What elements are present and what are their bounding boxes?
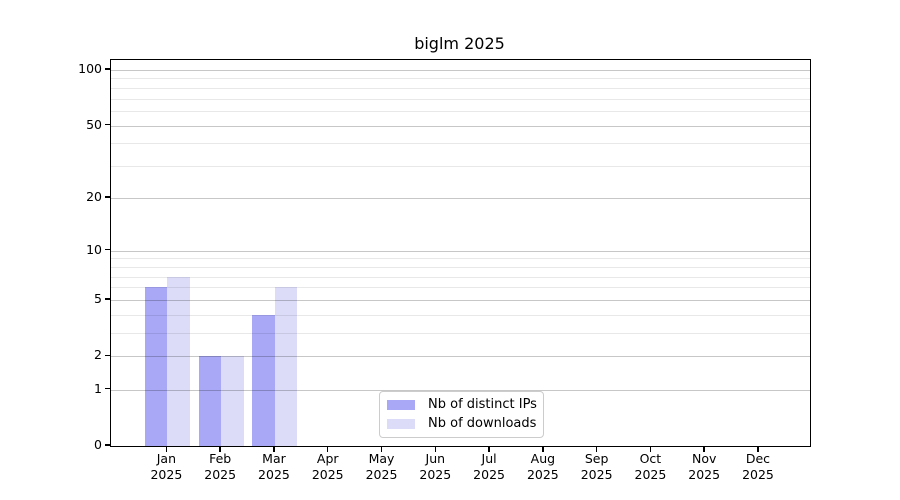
y-tick-label-50: 50 xyxy=(86,116,102,132)
gridline-minor-30 xyxy=(111,166,810,168)
x-tick-month: Aug xyxy=(530,451,556,466)
x-tick-year: 2025 xyxy=(258,467,290,482)
x-tick-year: 2025 xyxy=(311,467,344,482)
x-tick-month: Jul xyxy=(481,451,497,466)
x-tick-label-jan: Jan 2025 xyxy=(138,451,194,483)
chart-title: biglm 2025 xyxy=(414,34,505,53)
x-tick-month: Jan xyxy=(156,451,177,466)
x-tick-label-oct: Oct 2025 xyxy=(622,451,678,483)
gridline-minor-40 xyxy=(111,143,810,145)
x-tick-year: 2025 xyxy=(580,467,613,482)
x-tick-mark-oct xyxy=(649,446,652,452)
x-tick-label-mar: Mar 2025 xyxy=(246,451,302,483)
x-tick-mark-jul xyxy=(488,446,490,452)
plot-area xyxy=(110,59,811,447)
y-tick-mark-10 xyxy=(104,248,110,251)
y-tick-mark-2 xyxy=(104,354,110,357)
x-tick-mark-aug xyxy=(542,446,544,452)
x-tick-month: Apr xyxy=(316,451,339,466)
y-tick-label-5: 5 xyxy=(94,290,102,306)
legend-label-distinct-ips: Nb of distinct IPs xyxy=(428,397,537,412)
x-tick-label-feb: Feb 2025 xyxy=(192,451,248,483)
gridline-minor-8 xyxy=(111,266,810,268)
legend-item-distinct-ips: Nb of distinct IPs xyxy=(387,397,543,413)
gridline-major-50 xyxy=(111,125,810,127)
legend: Nb of distinct IPs Nb of downloads xyxy=(379,391,544,438)
x-tick-label-nov: Nov 2025 xyxy=(676,451,732,483)
x-tick-mark-apr xyxy=(326,446,329,452)
x-tick-mark-dec xyxy=(757,446,759,452)
bar-ips-mar xyxy=(252,314,275,446)
x-tick-month: Mar xyxy=(262,451,286,466)
x-tick-year: 2025 xyxy=(634,467,667,482)
x-tick-mark-feb xyxy=(219,446,221,452)
gridline-major-10 xyxy=(111,250,810,252)
legend-item-downloads: Nb of downloads xyxy=(387,416,543,432)
x-tick-year: 2025 xyxy=(742,467,774,482)
gridline-minor-9 xyxy=(111,258,810,260)
bar-downloads-jan xyxy=(167,276,190,446)
legend-swatch-downloads xyxy=(387,419,415,429)
gridline-major-20 xyxy=(111,197,810,199)
y-tick-label-10: 10 xyxy=(86,241,102,257)
y-tick-mark-1 xyxy=(104,387,110,390)
x-tick-label-sep: Sep 2025 xyxy=(569,451,625,483)
x-tick-label-dec: Dec 2025 xyxy=(730,451,786,483)
gridline-minor-7 xyxy=(111,276,810,278)
y-tick-label-20: 20 xyxy=(86,188,102,204)
x-tick-year: 2025 xyxy=(365,467,398,482)
x-tick-label-jul: Jul 2025 xyxy=(461,451,517,483)
x-tick-year: 2025 xyxy=(526,467,559,482)
x-tick-year: 2025 xyxy=(419,467,452,482)
x-tick-mark-sep xyxy=(595,446,598,452)
gridline-minor-70 xyxy=(111,98,810,100)
y-tick-label-100: 100 xyxy=(78,60,102,76)
bar-downloads-feb xyxy=(221,356,244,446)
x-tick-year: 2025 xyxy=(688,467,721,482)
x-tick-mark-jun xyxy=(434,446,437,452)
gridline-minor-80 xyxy=(111,87,810,89)
x-tick-mark-nov xyxy=(703,446,705,452)
y-tick-mark-5 xyxy=(104,298,110,300)
x-tick-label-aug: Aug 2025 xyxy=(515,451,571,483)
legend-label-downloads: Nb of downloads xyxy=(428,416,537,431)
x-tick-month: Oct xyxy=(639,451,662,466)
x-tick-year: 2025 xyxy=(204,467,237,482)
gridline-major-1 xyxy=(111,389,810,391)
gridline-major-5 xyxy=(111,299,810,301)
x-tick-mark-may xyxy=(380,446,383,452)
x-tick-mark-jan xyxy=(165,446,168,452)
x-tick-month: Dec xyxy=(745,451,771,466)
bar-ips-feb xyxy=(198,356,222,446)
x-tick-month: Feb xyxy=(209,451,232,466)
gridline-minor-90 xyxy=(111,78,810,80)
gridline-minor-60 xyxy=(111,110,810,112)
x-tick-label-jun: Jun 2025 xyxy=(407,451,463,483)
gridline-minor-3 xyxy=(111,333,810,335)
x-tick-month: May xyxy=(368,451,395,466)
x-tick-year: 2025 xyxy=(473,467,505,482)
x-tick-label-apr: Apr 2025 xyxy=(300,451,356,483)
y-tick-mark-0 xyxy=(104,444,110,446)
gridline-major-2 xyxy=(111,356,810,358)
x-tick-month: Sep xyxy=(584,451,609,466)
y-tick-mark-100 xyxy=(104,68,110,70)
y-tick-label-1: 1 xyxy=(94,380,102,396)
x-tick-month: Jun xyxy=(425,451,446,466)
x-tick-month: Nov xyxy=(691,451,717,466)
legend-swatch-distinct-ips xyxy=(387,400,415,410)
x-tick-mark-mar xyxy=(273,446,275,452)
bar-ips-jan xyxy=(144,287,168,446)
y-tick-label-0: 0 xyxy=(94,437,102,452)
x-tick-label-may: May 2025 xyxy=(354,451,410,483)
gridline-major-100 xyxy=(111,69,810,71)
y-tick-label-2: 2 xyxy=(94,347,102,363)
bar-downloads-mar xyxy=(274,287,298,446)
y-tick-mark-20 xyxy=(104,196,110,198)
gridline-minor-4 xyxy=(111,314,810,316)
y-tick-mark-50 xyxy=(104,123,110,126)
gridline-minor-6 xyxy=(111,287,810,289)
x-tick-year: 2025 xyxy=(150,467,183,482)
